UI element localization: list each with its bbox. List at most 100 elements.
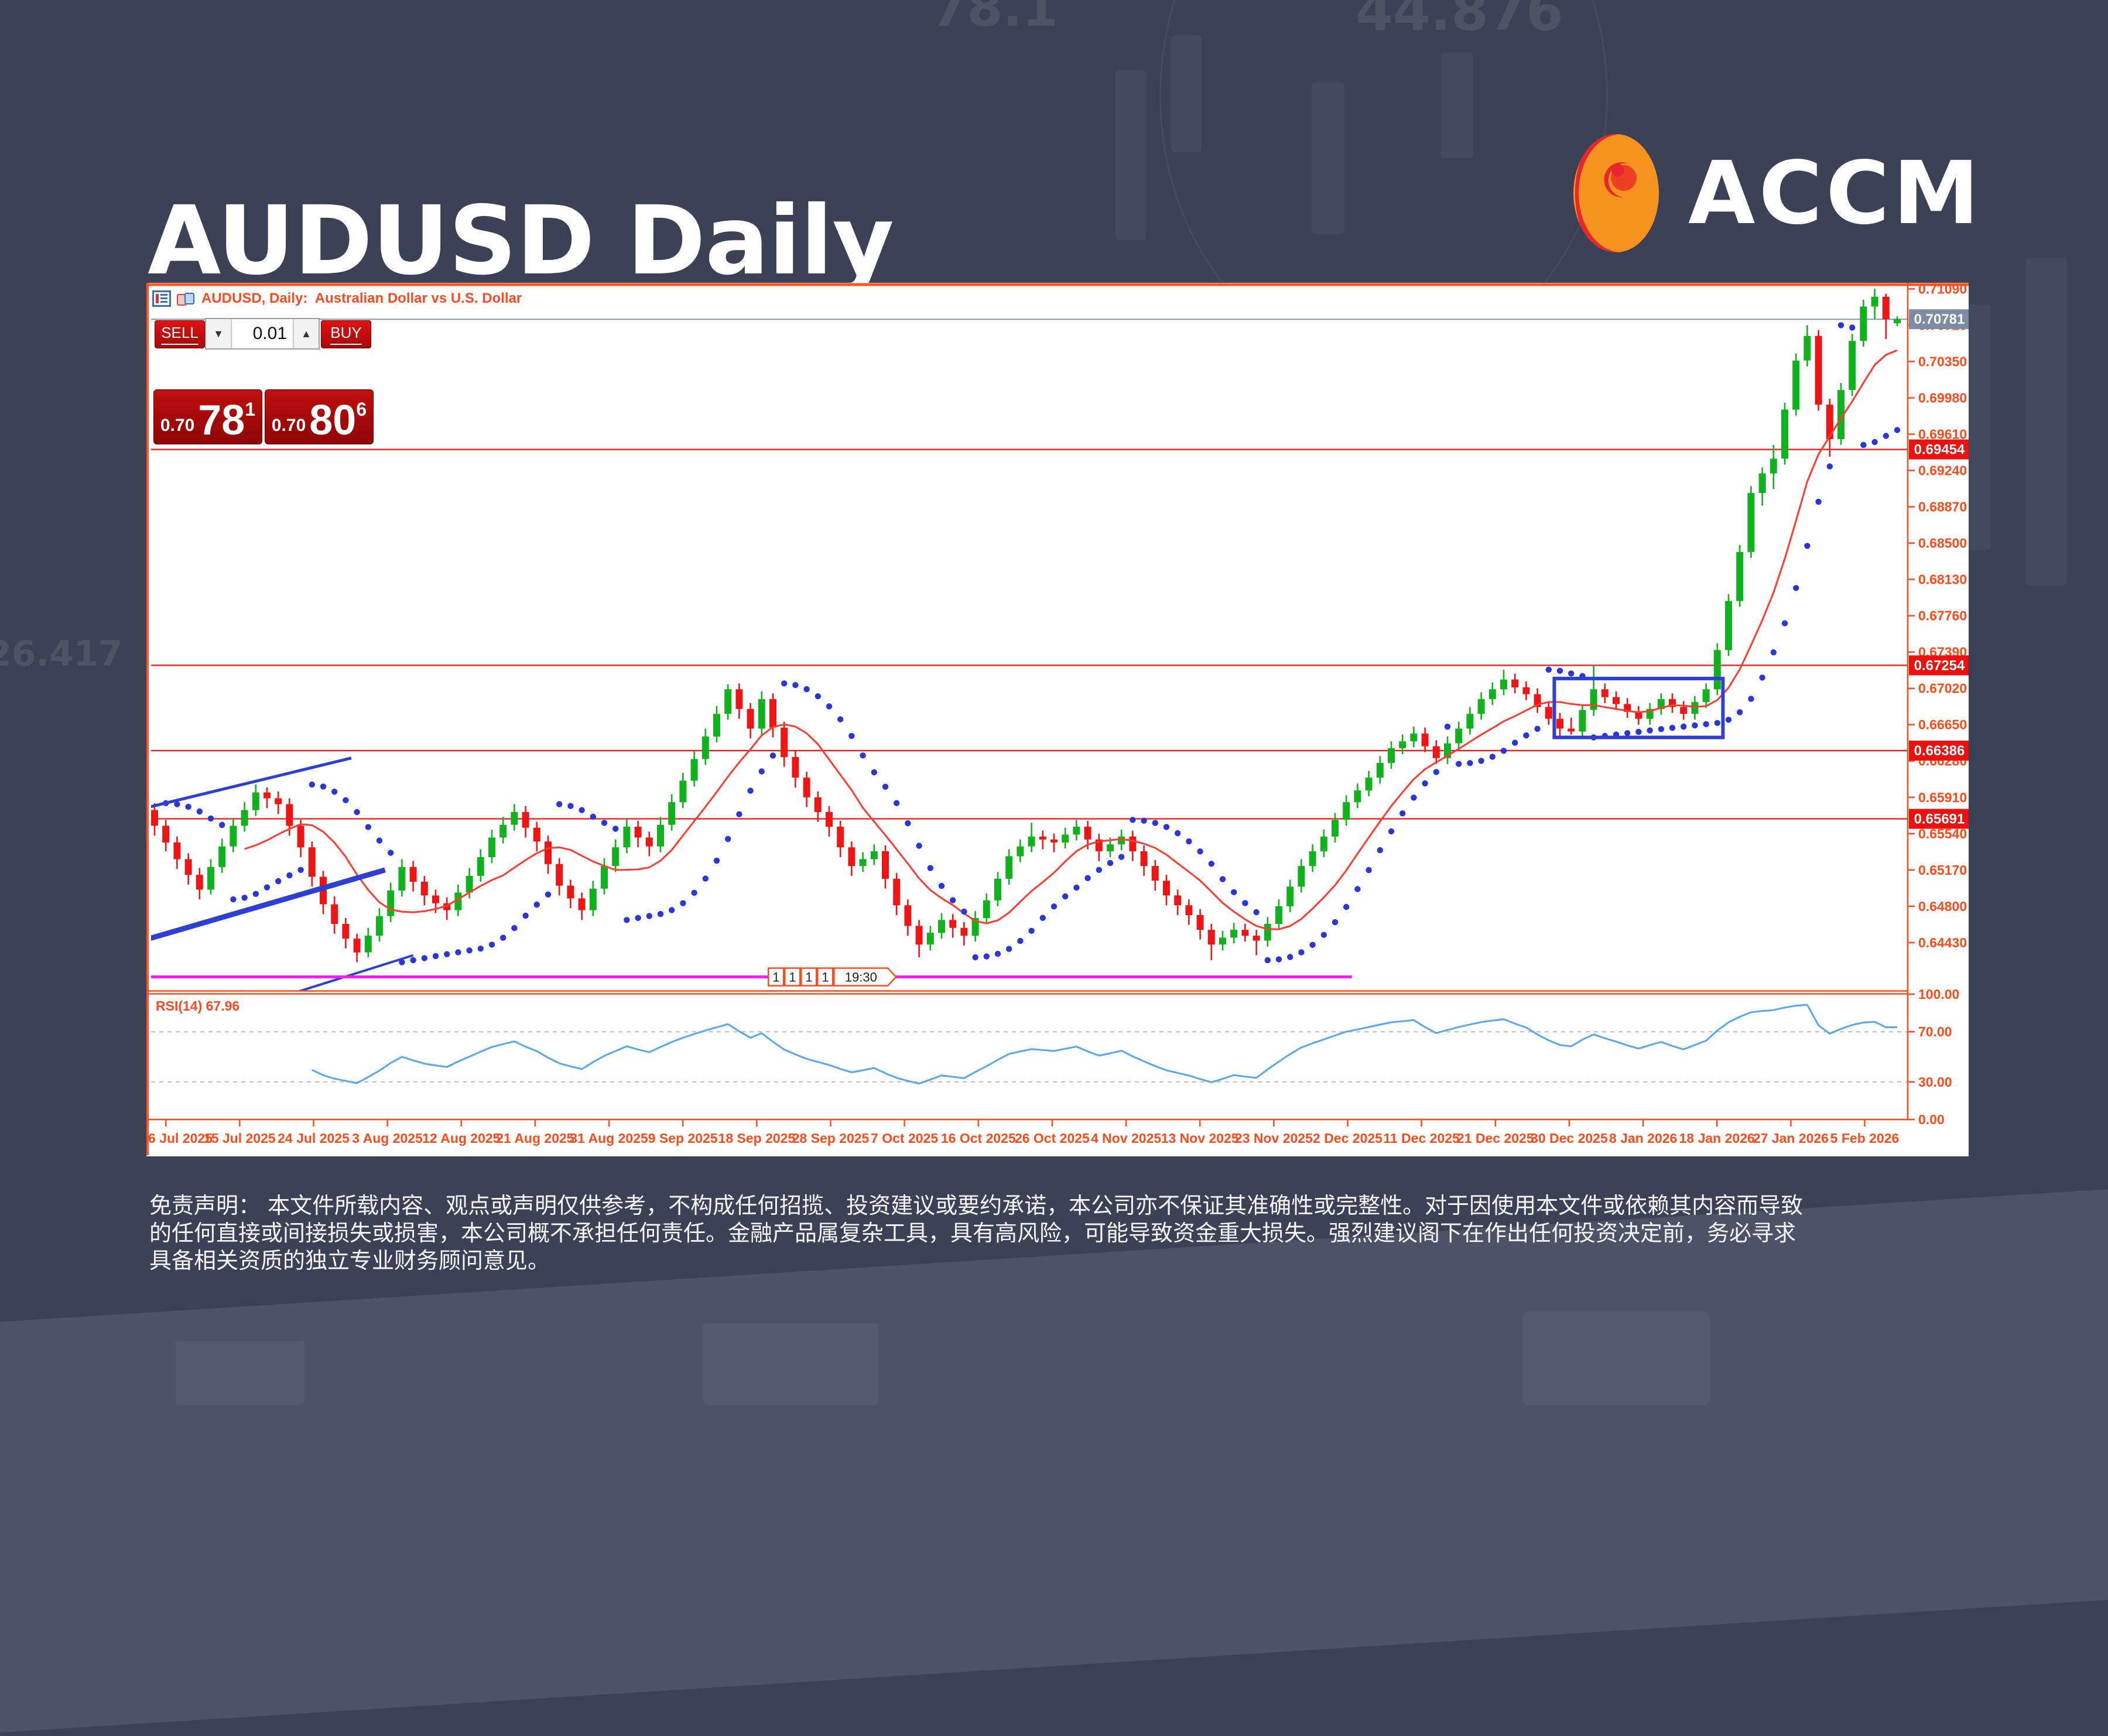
decor-number-topright: 44.876 [1356,0,1564,43]
buy-price-pip: 6 [356,399,367,420]
svg-text:0.69240: 0.69240 [1918,463,1967,478]
svg-text:0.69454: 0.69454 [1914,442,1965,458]
svg-text:11 Dec 2025: 11 Dec 2025 [1383,1131,1460,1146]
rsi-indicator-label: RSI(14) 67.96 [156,998,240,1013]
buy-price-prefix: 0.70 [271,416,306,435]
sell-button[interactable]: SELL [155,320,205,348]
horizontal-levels [151,448,1908,820]
svg-text:0.68870: 0.68870 [1918,499,1967,515]
buy-price-box[interactable]: 0.70 80 6 [265,389,374,444]
svg-text:1: 1 [772,970,779,985]
decor-bar [703,1323,878,1405]
svg-text:7 Oct 2025: 7 Oct 2025 [871,1131,938,1146]
svg-text:0.65691: 0.65691 [1914,811,1965,827]
flame-swirl-icon [1573,133,1659,252]
svg-text:0.68500: 0.68500 [1918,536,1967,551]
sell-price-big: 78 [198,396,245,444]
svg-text:13 Nov 2025: 13 Nov 2025 [1161,1131,1239,1146]
svg-text:18 Jan 2026: 18 Jan 2026 [1679,1131,1755,1146]
decor-bar [1171,35,1202,152]
svg-text:0.67254: 0.67254 [1914,658,1965,673]
decor-bar [1312,82,1344,234]
decor-bar [1522,1312,1710,1405]
svg-text:1: 1 [805,970,812,985]
svg-text:5 Feb 2026: 5 Feb 2026 [1830,1131,1900,1146]
svg-text:27 Jan 2026: 27 Jan 2026 [1753,1131,1829,1146]
sell-price-box[interactable]: 0.70 78 1 [153,389,262,444]
buy-button[interactable]: BUY [321,320,371,348]
svg-text:31 Aug 2025: 31 Aug 2025 [570,1131,648,1146]
volume-decrease-arrow-icon[interactable]: ▼ [206,319,232,348]
svg-text:0.67760: 0.67760 [1918,608,1967,624]
decor-bar [2026,258,2067,585]
svg-text:0.69980: 0.69980 [1918,391,1967,406]
level-price-tag: 0.66386 [1909,741,1970,761]
svg-text:0.66650: 0.66650 [1918,717,1967,732]
svg-text:0.66386: 0.66386 [1914,743,1965,759]
svg-text:8 Jan 2026: 8 Jan 2026 [1609,1131,1677,1146]
disclaimer-line: 免责声明： 本文件所载内容、观点或声明仅供参考，不构成任何招揽、投资建议或要约承… [149,1193,1804,1218]
current-bid-tag: 0.70781 [1909,309,1970,330]
chart-canvas[interactable]: 111119:300.710900.707200.703500.699800.6… [146,281,1970,1156]
svg-text:19:30: 19:30 [845,970,877,985]
rsi-pane [151,1004,1908,1085]
svg-text:26 Oct 2025: 26 Oct 2025 [1015,1131,1090,1146]
chart-toolbar: AUDUSD, Daily: Australian Dollar vs U.S.… [152,289,522,309]
level-price-tag: 0.67254 [1909,655,1970,676]
svg-text:0.65910: 0.65910 [1918,790,1967,805]
candles-layer [151,289,1901,963]
ma-line [244,349,1898,930]
brand-name: ACCM [1688,143,1983,244]
svg-text:0.64430: 0.64430 [1918,935,1967,950]
svg-text:0.69610: 0.69610 [1918,427,1967,442]
decor-bar [1115,70,1146,240]
disclaimer: 免责声明： 本文件所载内容、观点或声明仅供参考，不构成任何招揽、投资建议或要约承… [149,1192,2064,1275]
svg-text:4 Nov 2025: 4 Nov 2025 [1091,1131,1161,1146]
svg-text:0.67020: 0.67020 [1918,681,1967,696]
svg-text:6 Jul 2025: 6 Jul 2025 [148,1131,213,1146]
svg-text:0.70781: 0.70781 [1914,311,1965,327]
svg-text:0.64800: 0.64800 [1918,899,1967,914]
decor-number-topleft: 78.1 [931,0,1059,38]
market-watch-icon[interactable] [152,290,171,307]
disclaimer-line: 的任何直接或间接损失或损害，本公司概不承担任何责任。金融产品属复杂工具，具有高风… [149,1220,1796,1247]
decor-bar [176,1341,304,1405]
svg-text:9 Sep 2025: 9 Sep 2025 [648,1131,718,1146]
charts-icon[interactable] [177,290,196,307]
price-chart-panel[interactable]: 111119:300.710900.707200.703500.699800.6… [146,281,1970,1156]
decor-bar [1440,53,1473,158]
svg-text:1: 1 [822,970,829,985]
svg-text:3 Aug 2025: 3 Aug 2025 [352,1131,423,1146]
svg-text:2 Dec 2025: 2 Dec 2025 [1313,1131,1382,1146]
svg-text:0.00: 0.00 [1918,1112,1945,1127]
svg-text:15 Jul 2025: 15 Jul 2025 [204,1131,276,1146]
svg-text:18 Sep 2025: 18 Sep 2025 [718,1131,796,1146]
sell-price-prefix: 0.70 [160,416,195,435]
svg-text:21 Dec 2025: 21 Dec 2025 [1457,1131,1534,1146]
svg-text:0.70350: 0.70350 [1918,354,1967,369]
level-price-tag: 0.69454 [1909,439,1970,460]
level-price-tag: 0.65691 [1909,809,1970,829]
one-click-trading-widget: SELL ▼ 0.01 ▲ BUY 0.70 78 1 0.70 80 6 [153,318,376,444]
svg-text:70.00: 70.00 [1918,1024,1952,1039]
disclaimer-line: 具备相关资质的独立专业财务顾问意见。 [149,1248,550,1274]
svg-text:0.68130: 0.68130 [1918,572,1967,587]
sell-price-pip: 1 [245,399,256,420]
svg-text:0.65170: 0.65170 [1918,862,1967,878]
volume-increase-arrow-icon[interactable]: ▲ [293,319,319,348]
consolidation-rectangle[interactable] [1552,676,1725,739]
svg-text:12 Aug 2025: 12 Aug 2025 [422,1131,501,1146]
svg-text:100.00: 100.00 [1918,987,1959,1002]
svg-text:30.00: 30.00 [1918,1074,1952,1090]
svg-text:24 Jul 2025: 24 Jul 2025 [278,1131,350,1146]
svg-text:21 Aug 2025: 21 Aug 2025 [496,1131,574,1146]
decor-number-left: 26.417 [0,634,123,674]
svg-text:30 Dec 2025: 30 Dec 2025 [1531,1131,1608,1146]
rsi-line [312,1004,1897,1085]
symbol-title: AUDUSD, Daily: Australian Dollar vs U.S.… [201,290,522,306]
volume-stepper: ▼ 0.01 ▲ [205,318,320,350]
svg-text:16 Oct 2025: 16 Oct 2025 [941,1131,1016,1146]
volume-value[interactable]: 0.01 [252,324,287,343]
